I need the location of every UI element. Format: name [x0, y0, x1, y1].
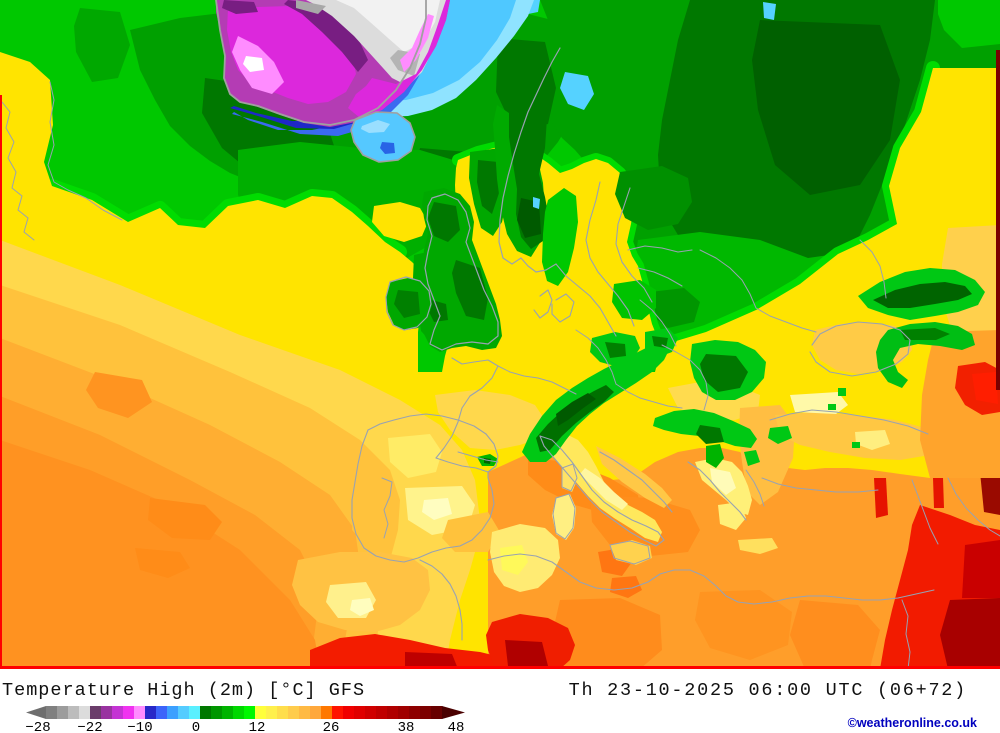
svg-text:0: 0: [192, 720, 200, 733]
svg-text:−10: −10: [127, 720, 152, 733]
svg-text:Temperature High (2m) [°C] GFS: Temperature High (2m) [°C] GFS: [2, 680, 365, 701]
svg-text:−22: −22: [77, 720, 102, 733]
svg-text:12: 12: [249, 720, 266, 733]
svg-text:26: 26: [323, 720, 340, 733]
svg-text:48: 48: [448, 720, 465, 733]
svg-text:−28: −28: [25, 720, 50, 733]
svg-text:38: 38: [398, 720, 415, 733]
svg-text:©weatheronline.co.uk: ©weatheronline.co.uk: [848, 716, 977, 730]
svg-text:Th 23-10-2025 06:00 UTC (06+72: Th 23-10-2025 06:00 UTC (06+72): [569, 680, 967, 701]
